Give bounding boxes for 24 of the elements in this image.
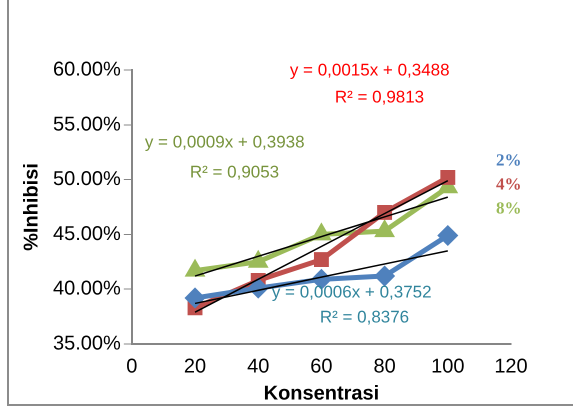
x-tick-label: 40 [247, 356, 270, 378]
annotation: R² = 0,8376 [320, 308, 410, 327]
x-tick-label: 120 [494, 356, 528, 378]
text: 4% [496, 174, 522, 194]
y-tick-label: 40.00% [52, 278, 122, 300]
annotation: y = 0,0006x + 0,3752 [272, 282, 432, 302]
x-tick-label: 20 [184, 356, 206, 378]
y-tick-label: 35.00% [52, 332, 122, 355]
y-tick-label: 45.00% [52, 222, 122, 245]
y-tick-label: 60.00% [52, 58, 122, 81]
y-tick-label: 50.00% [52, 168, 122, 190]
x-tick-label: 100 [431, 356, 464, 378]
x-tick-label: 0 [126, 356, 138, 378]
annotation: y = 0,0009x + 0,3938 [144, 132, 305, 152]
text: 8% [496, 198, 522, 218]
y-axis-title: %Inhibisi [20, 163, 43, 251]
x-tick-label: 60 [310, 356, 333, 378]
annotation: R² = 0,9813 [334, 88, 424, 107]
x-tick-label: 80 [373, 356, 396, 378]
y-tick-label: 55.00% [52, 113, 122, 136]
text: 2% [496, 150, 522, 170]
x-axis-title: Konsentrasi [264, 382, 380, 405]
annotation: R² = 0,9053 [190, 162, 280, 182]
annotation: y = 0,0015x + 0,3488 [290, 60, 450, 80]
